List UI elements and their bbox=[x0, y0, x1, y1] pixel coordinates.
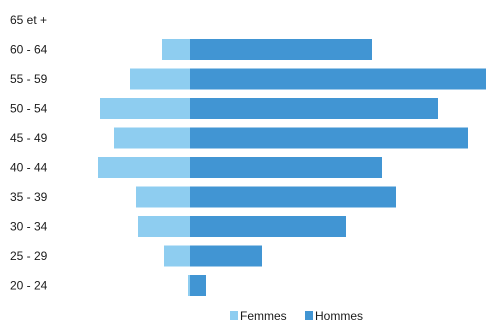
bar-femmes-45-49 bbox=[114, 127, 190, 149]
bar-hommes-40-44 bbox=[190, 157, 382, 178]
legend-swatch-hommes bbox=[305, 311, 313, 320]
bar-hommes-60-64 bbox=[190, 39, 372, 60]
tick-label-50-54: 50 - 54 bbox=[10, 102, 48, 116]
tick-label-60-64: 60 - 64 bbox=[10, 43, 48, 57]
category-ticks: 65 et + 60 - 64 55 - 59 50 - 54 45 - 49 40 - … bbox=[10, 13, 48, 293]
bars-group bbox=[98, 39, 486, 296]
bar-hommes-25-29 bbox=[190, 245, 262, 267]
legend: Femmes Hommes bbox=[230, 309, 363, 323]
bar-femmes-20-24 bbox=[188, 275, 190, 296]
bar-femmes-60-64 bbox=[162, 39, 190, 60]
bar-femmes-50-54 bbox=[100, 98, 190, 119]
tick-label-25-29: 25 - 29 bbox=[10, 249, 48, 263]
tick-label-45-49: 45 - 49 bbox=[10, 131, 48, 145]
bar-hommes-45-49 bbox=[190, 127, 468, 149]
bar-femmes-25-29 bbox=[164, 245, 190, 267]
bar-hommes-20-24 bbox=[190, 275, 206, 296]
legend-label-hommes: Hommes bbox=[315, 309, 363, 323]
bar-hommes-30-34 bbox=[190, 216, 346, 237]
tick-label-35-39: 35 - 39 bbox=[10, 190, 48, 204]
legend-swatch-femmes bbox=[230, 311, 238, 320]
bar-hommes-55-59 bbox=[190, 68, 486, 90]
legend-label-femmes: Femmes bbox=[240, 309, 287, 323]
tick-label-30-34: 30 - 34 bbox=[10, 220, 48, 234]
tick-label-40-44: 40 - 44 bbox=[10, 161, 48, 175]
tick-label-20-24: 20 - 24 bbox=[10, 279, 48, 293]
tick-label-65-et: 65 et + bbox=[10, 13, 47, 27]
bar-femmes-55-59 bbox=[130, 68, 190, 90]
bar-femmes-35-39 bbox=[136, 186, 190, 208]
bar-hommes-50-54 bbox=[190, 98, 438, 119]
bar-femmes-30-34 bbox=[138, 216, 190, 237]
bar-femmes-40-44 bbox=[98, 157, 190, 178]
bar-hommes-35-39 bbox=[190, 186, 396, 208]
tick-label-55-59: 55 - 59 bbox=[10, 72, 48, 86]
